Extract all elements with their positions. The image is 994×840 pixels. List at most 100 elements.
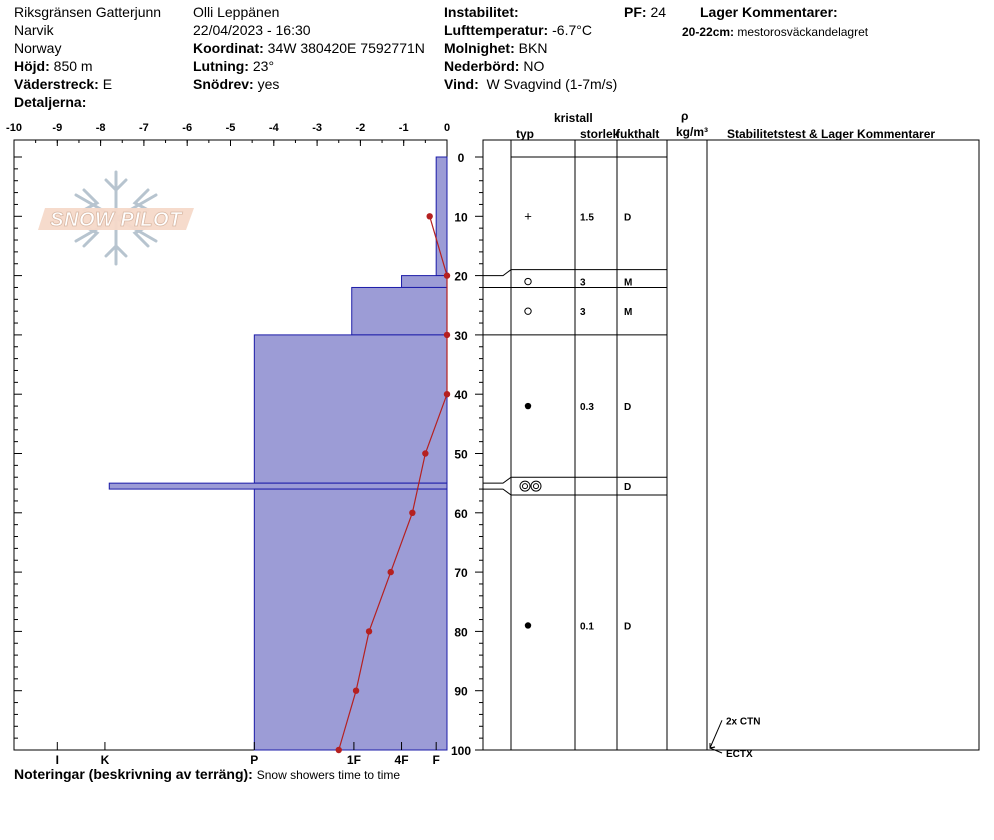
fukthalt-header: fukthalt xyxy=(616,127,660,141)
rho-header: ρ xyxy=(681,109,689,123)
crystal-size: 3 xyxy=(580,307,586,318)
temperature-point xyxy=(352,687,360,694)
stability-test: ECTX xyxy=(726,749,753,760)
instabilitet-label: Instabilitet: xyxy=(444,4,519,20)
stability-test: 2x CTN xyxy=(726,716,760,727)
crystal-size: 0.1 xyxy=(580,621,594,632)
temp-tick-label: -2 xyxy=(356,122,366,134)
depth-tick-label: 80 xyxy=(454,625,468,639)
region: Narvik xyxy=(14,22,54,38)
temp-tick-label: -3 xyxy=(312,122,322,134)
hardness-label: 1F xyxy=(347,753,361,767)
datetime: 22/04/2023 - 16:30 xyxy=(193,22,311,38)
crystal-type xyxy=(524,277,532,286)
temperature-point xyxy=(443,331,451,339)
crystal-ring-inner xyxy=(533,483,539,490)
vaderstreck: Väderstreck: E xyxy=(14,76,112,92)
hardness-bar xyxy=(401,275,448,288)
depth-tick-label: 10 xyxy=(454,210,468,224)
table-frame xyxy=(482,139,980,751)
snodrev: Snödrev: yes xyxy=(193,76,279,92)
koordinat-value: 34W 380420E 7592771N xyxy=(267,40,425,56)
crystal-size: 0.3 xyxy=(580,402,594,413)
depth-tick-label: 100 xyxy=(451,744,471,758)
location: Riksgränsen Gatterjunn xyxy=(14,4,162,20)
lager-kommentarer-label: Lager Kommentarer: xyxy=(700,4,838,20)
vind: Vind: W Svagvind (1-7m/s) xyxy=(444,76,617,92)
country: Norway xyxy=(14,40,62,56)
left-chart: -10 -9 -8 -7 -6 -5 -4 -3 -2 -1 0010203040506070809… xyxy=(6,122,483,767)
crystal-ring-inner xyxy=(522,483,528,490)
crystal-type: + xyxy=(524,208,532,223)
lager-kommentar-text: mestorosväckandelagret xyxy=(737,25,869,39)
hojd-value: 850 m xyxy=(53,58,93,74)
lutning-value: 23° xyxy=(252,58,275,74)
temperature-point xyxy=(335,746,342,754)
nederbord-label: Nederbörd: xyxy=(444,58,520,74)
temp-tick-label: -4 xyxy=(269,122,280,134)
depth-tick-label: 20 xyxy=(454,270,468,284)
hardness-bar xyxy=(253,488,448,751)
hojd: Höjd: 850 m xyxy=(14,58,93,74)
crystal-type xyxy=(524,622,532,629)
moisture: D xyxy=(624,621,631,632)
vaderstreck-label: Väderstreck: xyxy=(14,76,99,92)
observer: Olli Leppänen xyxy=(193,4,280,20)
layer-connector xyxy=(483,269,512,277)
lutning: Lutning: 23° xyxy=(193,58,274,74)
crystal-type xyxy=(519,480,542,492)
temperature-point xyxy=(422,450,429,457)
temp-tick-label: -7 xyxy=(139,122,149,134)
koordinat-label: Koordinat: xyxy=(193,40,264,56)
hardness-bar xyxy=(253,334,448,484)
detaljerna-label: Detaljerna: xyxy=(14,94,87,110)
crystal-size: 3 xyxy=(580,278,586,289)
hardness-label: P xyxy=(250,753,258,767)
depth-tick-label: 40 xyxy=(454,388,468,402)
pf-label: PF: xyxy=(624,4,647,20)
lager-kommentar-depth: 20-22cm: xyxy=(682,25,735,39)
storlek-header: storlek xyxy=(580,127,620,141)
temperature-line xyxy=(338,216,448,751)
lufttemperatur-label: Lufttemperatur: xyxy=(444,22,549,38)
moisture: D xyxy=(624,482,631,493)
moisture: D xyxy=(624,402,631,413)
hardness-label: 4F xyxy=(395,753,409,767)
temperature-point xyxy=(443,272,451,279)
hardness-label: F xyxy=(433,753,440,767)
crystal-size: 1.5 xyxy=(580,212,594,223)
noteringar-value: Snow showers time to time xyxy=(256,768,401,782)
moisture: M xyxy=(624,278,632,289)
hojd-label: Höjd: xyxy=(14,58,50,74)
nederbord-value: NO xyxy=(523,58,545,74)
lufttemperatur: Lufttemperatur: -6.7°C xyxy=(444,22,592,38)
stability-arrow xyxy=(709,747,723,754)
depth-tick-label: 0 xyxy=(458,151,465,165)
pf-value: 24 xyxy=(650,4,667,20)
temperature-point xyxy=(426,213,433,220)
temp-tick-label: -6 xyxy=(182,122,192,134)
temp-tick-label: -1 xyxy=(399,122,409,134)
snodrev-value: yes xyxy=(257,76,280,92)
noteringar-label: Noteringar (beskrivning av terräng): xyxy=(14,766,253,782)
density-unit-header: kg/m³ xyxy=(676,125,709,139)
temp-tick-label: 0 xyxy=(444,122,450,134)
molnighet-label: Molnighet: xyxy=(444,40,515,56)
nederbord: Nederbörd: NO xyxy=(444,58,544,74)
vaderstreck-value: E xyxy=(102,76,113,92)
temperature-point xyxy=(409,509,416,516)
crystal-type xyxy=(524,307,532,315)
logo-banner xyxy=(38,208,194,230)
depth-tick-label: 90 xyxy=(454,685,468,699)
hardness-label: K xyxy=(101,753,110,767)
temperature-point xyxy=(387,568,394,576)
crystal-type xyxy=(524,402,532,410)
typ-header: typ xyxy=(516,127,534,141)
crystal-ring xyxy=(519,480,531,492)
moisture: M xyxy=(624,307,632,318)
moisture: D xyxy=(624,212,631,223)
logo-text: SNOW PILOT xyxy=(50,209,183,231)
kristall-header: kristall xyxy=(554,111,593,125)
lager-kommentar: 20-22cm: mestorosväckandelagret xyxy=(682,24,868,40)
